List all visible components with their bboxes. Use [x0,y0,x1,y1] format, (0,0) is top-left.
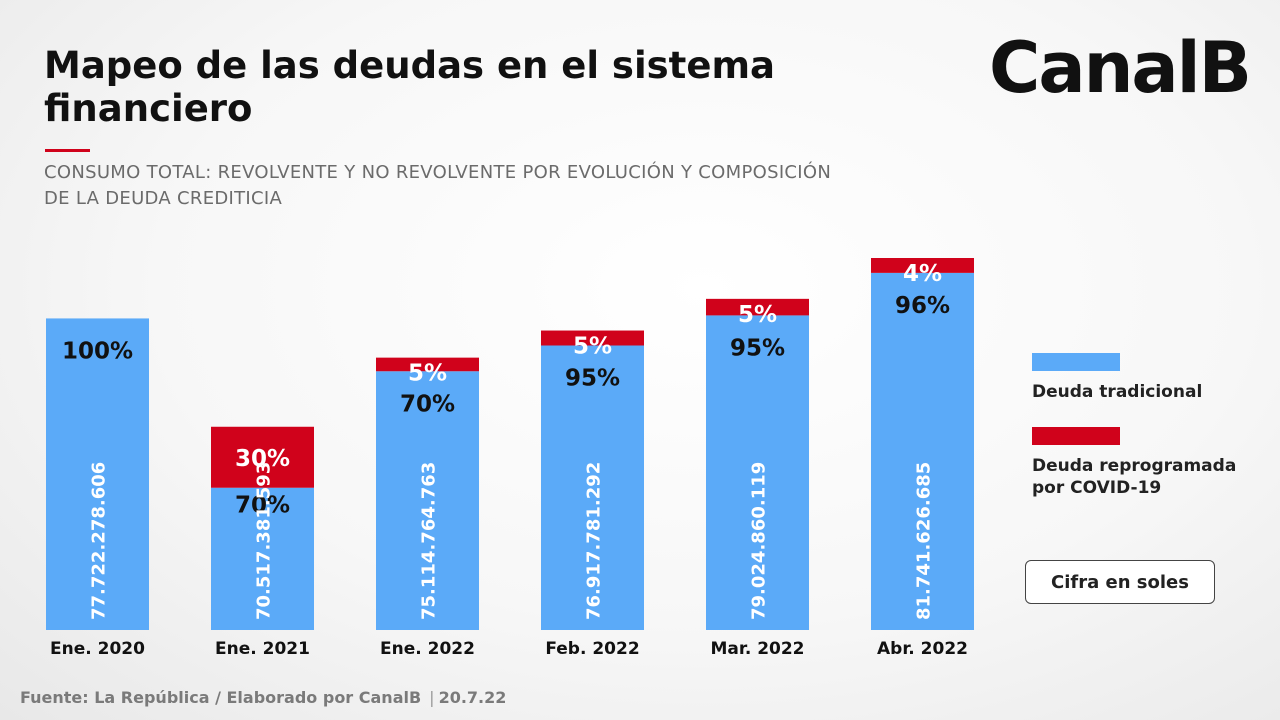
data-label-tradicional: 70% [235,493,290,519]
bar-deuda-tradicional [541,345,644,630]
data-label-total: 81.741.626.685 [914,462,935,620]
bar-deuda-reprogramada [541,330,644,346]
data-label-total: 76.917.781.292 [584,462,605,620]
x-tick-label: Mar. 2022 [710,639,804,659]
data-label-reprogramada: 5% [738,302,777,328]
chart-title: Mapeo de las deudas en el sistema financ… [44,44,775,130]
data-label-reprogramada: 30% [235,446,290,472]
data-label-reprogramada: 5% [408,361,447,387]
data-label-total: 75.114.764.763 [419,462,440,620]
legend-label-deuda-reprogramada: Deuda reprogramada por COVID-19 [1032,456,1237,498]
bar-deuda-reprogramada [871,258,974,273]
source-separator: | [429,688,435,707]
bar-deuda-reprogramada [211,426,314,488]
unit-note-box: Cifra en soles [1025,560,1215,604]
data-label-total: 77.722.278.606 [89,462,110,620]
data-label-total: 79.024.860.119 [749,462,770,620]
bar-deuda-tradicional [46,318,149,630]
data-label-reprogramada: 4% [903,261,942,287]
chart-subtitle: CONSUMO TOTAL: REVOLVENTE Y NO REVOLVENT… [44,162,832,209]
data-label-tradicional: 70% [400,391,455,417]
data-label-tradicional: 95% [730,335,785,361]
x-tick-label: Ene. 2021 [215,639,310,659]
title-accent-rule [45,149,90,152]
source-text: Fuente: La República / Elaborado por Can… [20,688,422,707]
x-tick-label: Ene. 2020 [50,639,145,659]
bar-deuda-tradicional [376,371,479,630]
bar-deuda-reprogramada [376,357,479,372]
data-label-total: 70.517.381.593 [254,462,275,620]
data-label-tradicional: 100% [62,338,133,364]
legend-label-deuda-tradicional: Deuda tradicional [1032,382,1203,402]
data-label-reprogramada: 5% [573,334,612,360]
x-tick-label: Abr. 2022 [877,639,968,659]
bar-deuda-tradicional [706,315,809,630]
legend-swatch-deuda-tradicional [1032,353,1120,371]
data-label-tradicional: 96% [895,293,950,319]
x-tick-label: Ene. 2022 [380,639,475,659]
canalb-logo: CanalB [988,27,1252,109]
x-tick-label: Feb. 2022 [545,639,639,659]
data-label-tradicional: 95% [565,366,620,392]
publish-date: 20.7.22 [438,688,507,707]
bar-deuda-reprogramada [706,298,809,316]
source-note: Fuente: La República / Elaborado por Can… [20,688,506,707]
legend-swatch-deuda-reprogramada [1032,427,1120,445]
bar-deuda-tradicional [211,487,314,630]
bar-deuda-tradicional [871,272,974,630]
